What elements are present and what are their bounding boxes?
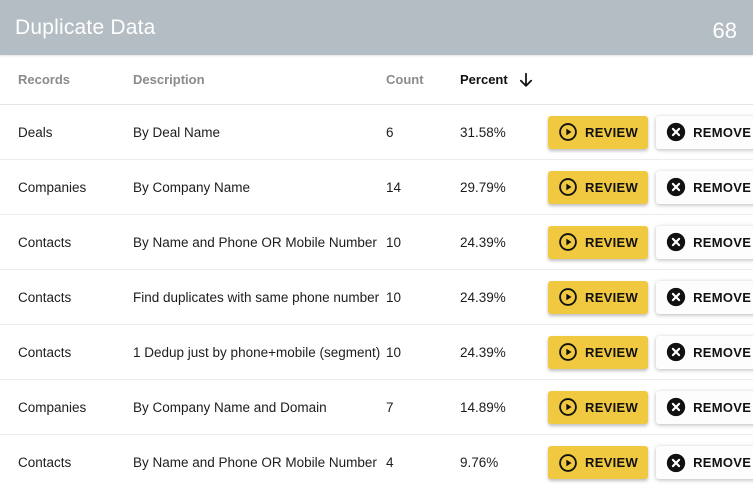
actions-cell: REVIEW REMOVE <box>548 390 753 424</box>
actions-cell: REVIEW REMOVE <box>548 170 753 204</box>
percent-cell: 24.39% <box>460 234 506 250</box>
review-button-label: REVIEW <box>585 179 639 195</box>
records-cell: Deals <box>18 124 53 140</box>
actions-cell: REVIEW REMOVE <box>548 280 753 314</box>
description-cell: Find duplicates with same phone number <box>133 289 380 305</box>
play-circle-icon <box>558 122 578 142</box>
review-button[interactable]: REVIEW <box>548 225 649 259</box>
records-cell: Companies <box>18 179 87 195</box>
remove-button-label: REMOVE <box>693 179 752 195</box>
remove-button-label: REMOVE <box>693 344 752 360</box>
table-row: Contacts Find duplicates with same phone… <box>0 270 753 325</box>
count-cell: 10 <box>386 289 402 305</box>
percent-cell: 14.89% <box>460 399 506 415</box>
records-cell: Contacts <box>18 455 72 470</box>
remove-button[interactable]: REMOVE <box>656 335 753 369</box>
panel-header: Duplicate Data 68 <box>0 0 753 55</box>
review-button-label: REVIEW <box>585 344 639 360</box>
play-circle-icon <box>558 342 578 362</box>
play-circle-icon <box>558 232 578 252</box>
review-button[interactable]: REVIEW <box>548 446 649 479</box>
count-cell: 4 <box>386 455 394 470</box>
percent-cell: 9.76% <box>460 455 499 470</box>
play-circle-icon <box>558 287 578 307</box>
column-header-count[interactable]: Count <box>386 72 424 87</box>
table-header-row: Records Description Count Percent <box>0 55 753 105</box>
remove-button-label: REMOVE <box>693 455 752 470</box>
actions-cell: REVIEW REMOVE <box>548 225 753 259</box>
x-circle-icon <box>666 287 686 307</box>
description-cell: By Company Name and Domain <box>133 399 327 415</box>
count-cell: 6 <box>386 124 394 140</box>
records-cell: Contacts <box>18 289 72 305</box>
count-cell: 14 <box>386 179 402 195</box>
percent-cell: 24.39% <box>460 344 506 360</box>
play-circle-icon <box>558 453 578 473</box>
x-circle-icon <box>666 232 686 252</box>
remove-button[interactable]: REMOVE <box>656 115 753 149</box>
column-header-records[interactable]: Records <box>18 72 71 87</box>
table-row: Contacts 1 Dedup just by phone+mobile (s… <box>0 325 753 380</box>
description-cell: By Deal Name <box>133 124 221 140</box>
count-cell: 10 <box>386 344 402 360</box>
column-header-percent[interactable]: Percent <box>460 70 548 90</box>
percent-cell: 24.39% <box>460 289 506 305</box>
remove-button[interactable]: REMOVE <box>656 280 753 314</box>
percent-cell: 31.58% <box>460 124 506 140</box>
table-row: Companies By Company Name 14 29.79% REVI… <box>0 160 753 215</box>
percent-cell: 29.79% <box>460 179 506 195</box>
x-circle-icon <box>666 342 686 362</box>
review-button[interactable]: REVIEW <box>548 335 649 369</box>
remove-button[interactable]: REMOVE <box>656 225 753 259</box>
remove-button[interactable]: REMOVE <box>656 446 753 479</box>
table-row: Contacts By Name and Phone OR Mobile Num… <box>0 215 753 270</box>
review-button-label: REVIEW <box>585 124 639 140</box>
review-button[interactable]: REVIEW <box>548 280 649 314</box>
column-header-description[interactable]: Description <box>133 72 205 87</box>
description-cell: By Name and Phone OR Mobile Number <box>133 455 377 470</box>
review-button-label: REVIEW <box>585 234 639 250</box>
total-count: 68 <box>712 17 737 43</box>
x-circle-icon <box>666 397 686 417</box>
description-cell: By Company Name <box>133 179 251 195</box>
column-header-percent-label: Percent <box>460 72 508 87</box>
review-button-label: REVIEW <box>585 399 639 415</box>
table-row: Deals By Deal Name 6 31.58% REVIEW REMOV… <box>0 105 753 160</box>
remove-button-label: REMOVE <box>693 234 752 250</box>
records-cell: Contacts <box>18 234 72 250</box>
page-title: Duplicate Data <box>15 15 156 39</box>
actions-cell: REVIEW REMOVE <box>548 115 753 149</box>
review-button[interactable]: REVIEW <box>548 115 649 149</box>
x-circle-icon <box>666 453 686 473</box>
remove-button[interactable]: REMOVE <box>656 170 753 204</box>
records-cell: Companies <box>18 399 87 415</box>
count-cell: 10 <box>386 234 402 250</box>
actions-cell: REVIEW REMOVE <box>548 446 753 479</box>
play-circle-icon <box>558 397 578 417</box>
description-cell: 1 Dedup just by phone+mobile (segment) <box>133 344 381 360</box>
table-row: Companies By Company Name and Domain 7 1… <box>0 380 753 435</box>
actions-cell: REVIEW REMOVE <box>548 335 753 369</box>
records-cell: Contacts <box>18 344 72 360</box>
x-circle-icon <box>666 122 686 142</box>
remove-button-label: REMOVE <box>693 399 752 415</box>
sort-desc-arrow-icon <box>516 70 536 90</box>
play-circle-icon <box>558 177 578 197</box>
review-button-label: REVIEW <box>585 289 639 305</box>
x-circle-icon <box>666 177 686 197</box>
review-button[interactable]: REVIEW <box>548 170 649 204</box>
table-row: Contacts By Name and Phone OR Mobile Num… <box>0 435 753 490</box>
remove-button-label: REMOVE <box>693 124 752 140</box>
review-button-label: REVIEW <box>585 455 639 470</box>
count-cell: 7 <box>386 399 394 415</box>
remove-button-label: REMOVE <box>693 289 752 305</box>
review-button[interactable]: REVIEW <box>548 390 649 424</box>
remove-button[interactable]: REMOVE <box>656 390 753 424</box>
description-cell: By Name and Phone OR Mobile Number <box>133 234 377 250</box>
